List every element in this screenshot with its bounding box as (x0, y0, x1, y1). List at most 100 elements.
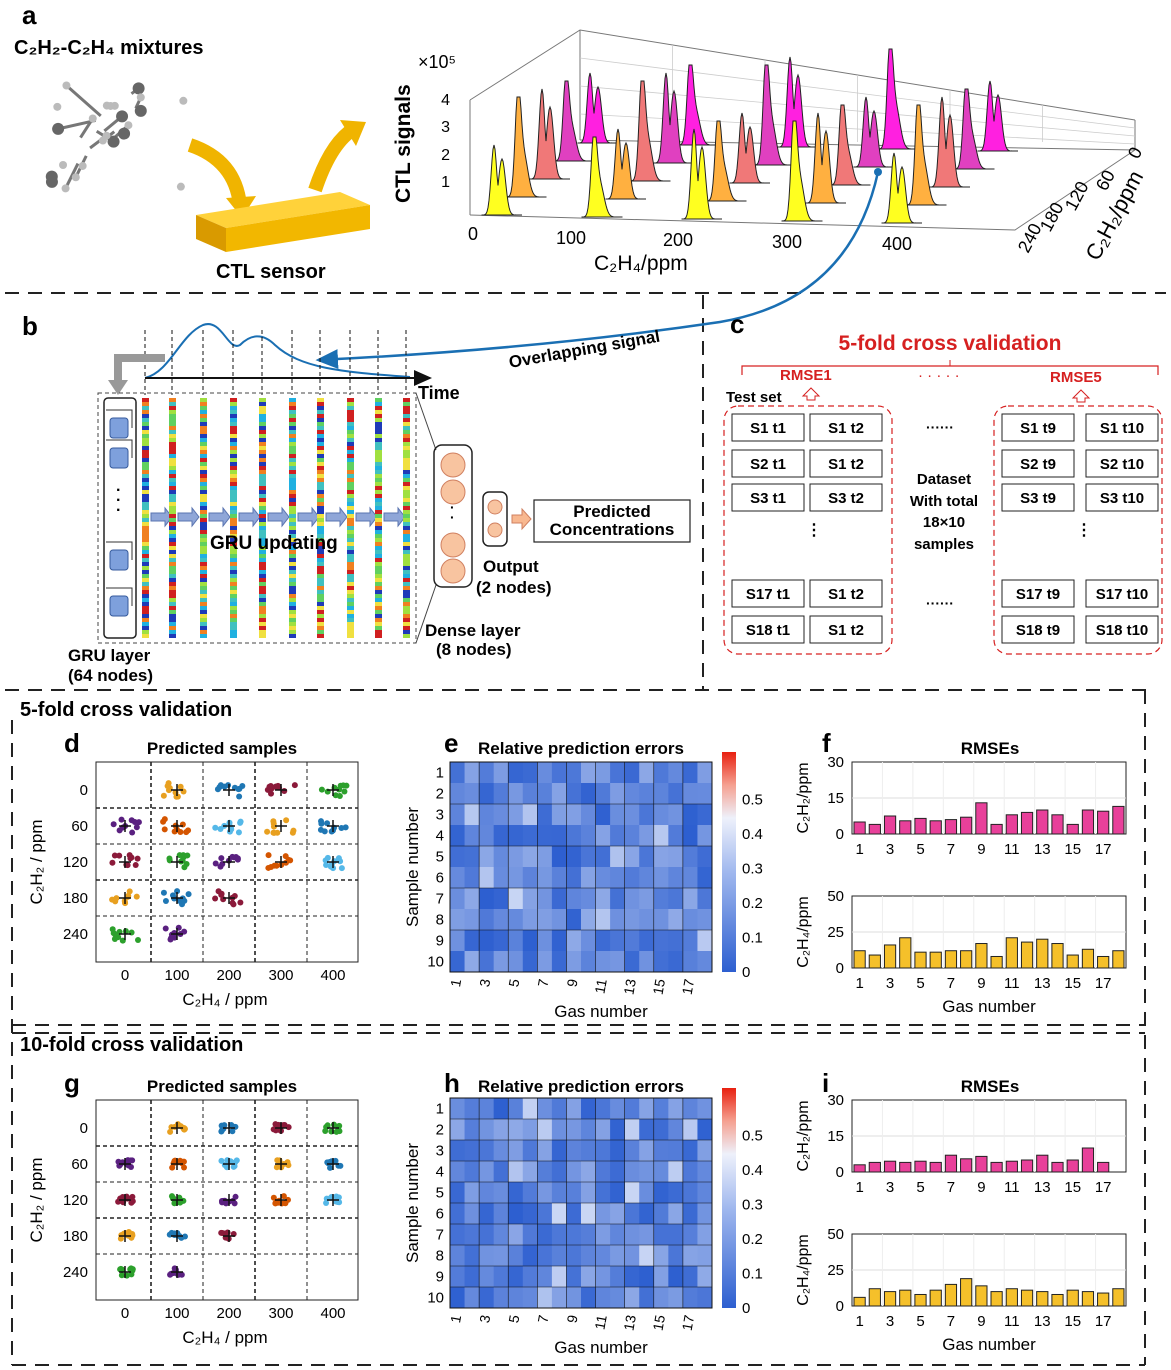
feature-cell (375, 486, 382, 490)
rmse-bar (944, 950, 958, 969)
heatmap-cell (493, 825, 509, 847)
feature-cell (142, 566, 149, 570)
feature-cell (142, 402, 149, 406)
feature-cell (259, 438, 266, 442)
feature-cell (142, 542, 149, 546)
true-value-marker (275, 1158, 287, 1170)
feature-cell (200, 626, 207, 630)
heatmap-cell (450, 951, 466, 973)
dataset-1: Dataset (917, 471, 971, 488)
heatmap-cell (595, 1119, 611, 1141)
heatmap-cell (508, 1119, 524, 1141)
feature-cell (375, 562, 382, 566)
heatmap-cell (697, 1245, 713, 1267)
predicted-point (167, 1128, 174, 1135)
x-tick: 200 (663, 230, 693, 250)
predicted-point (129, 1193, 136, 1200)
heatmap-cell (551, 1203, 567, 1225)
heatmap-cell (610, 867, 626, 889)
x-tick: 13 (620, 1314, 638, 1332)
feature-cell (289, 490, 296, 494)
feature-cell (200, 566, 207, 570)
rmse-bar (853, 821, 866, 835)
cv-cell (1085, 615, 1159, 644)
true-value-marker (275, 820, 287, 832)
feature-cell (142, 614, 149, 618)
heatmap-cell (566, 1287, 582, 1309)
feature-cell (169, 474, 176, 478)
heatmap-cell (493, 930, 509, 952)
feature-cell (317, 418, 324, 422)
x-tick: 5 (916, 975, 924, 992)
heatmap-cell (522, 1161, 538, 1183)
feature-cell (142, 490, 149, 494)
signal-out-arrow-icon (308, 124, 357, 193)
feature-cell (347, 430, 354, 434)
feature-cell (169, 522, 176, 526)
heatmap-cell (610, 825, 626, 847)
heatmap-cell (537, 762, 553, 784)
y-tick: 180 (63, 1228, 88, 1245)
predicted-point (167, 1271, 174, 1278)
feature-cell (403, 594, 410, 598)
svg-text:⋮: ⋮ (806, 522, 822, 539)
cv-cell-label: S17 t9 (1016, 586, 1060, 603)
feature-cell (259, 494, 266, 498)
heatmap-cell (464, 804, 480, 826)
heatmap-cell (595, 1140, 611, 1162)
heatmap-cell (566, 888, 582, 910)
fold5-frame (993, 405, 1163, 655)
feature-cell (403, 514, 410, 518)
atom (45, 175, 58, 188)
true-value-marker (223, 1230, 235, 1242)
heatmap-cell (479, 1182, 495, 1204)
feature-cell (230, 622, 237, 626)
heatmap-cell (610, 1119, 626, 1141)
true-value-marker (275, 856, 287, 868)
feature-cell (230, 526, 237, 530)
heatmap-cell (450, 1245, 466, 1267)
rmse-bar (1112, 805, 1125, 835)
feature-cell (375, 414, 382, 418)
heatmap-cell (653, 867, 669, 889)
feature-cell (142, 410, 149, 414)
y-tick: 0 (836, 826, 844, 843)
predicted-point (171, 1158, 178, 1165)
feature-cell (142, 422, 149, 426)
true-value-marker (223, 1194, 235, 1206)
feature-cell (259, 410, 266, 414)
feature-cell (230, 422, 237, 426)
feature-cell (375, 566, 382, 570)
feature-cell (403, 494, 410, 498)
feature-cell (230, 506, 237, 510)
feature-cell (403, 486, 410, 490)
predicted-point (161, 826, 168, 833)
heatmap-cell (450, 909, 466, 931)
predicted-point (235, 786, 242, 793)
heatmap-cell (668, 1161, 684, 1183)
y-tick: 3 (436, 807, 444, 824)
predicted-point (229, 899, 236, 906)
feature-cell (230, 486, 237, 490)
y-tick: 10 (427, 954, 444, 971)
heatmap-cell (537, 1182, 553, 1204)
feature-cell (230, 538, 237, 542)
feature-cell (347, 618, 354, 622)
heatmap-cell (624, 1287, 640, 1309)
feature-cell (347, 546, 354, 550)
predicted-point (274, 1157, 281, 1164)
feature-cell (375, 402, 382, 406)
atom (124, 121, 133, 130)
heatmap-cell (624, 867, 640, 889)
feature-cell (347, 562, 354, 566)
y-tick: 0 (836, 960, 844, 977)
feature-cell (259, 634, 266, 638)
predicted-point (218, 1122, 225, 1129)
feature-cell (403, 490, 410, 494)
y-axis-label: C₂H₂/ppm (795, 1100, 812, 1171)
feature-cell (347, 514, 354, 518)
feature-cell (169, 558, 176, 562)
feature-cell (169, 470, 176, 474)
x-tick: 7 (947, 841, 955, 858)
